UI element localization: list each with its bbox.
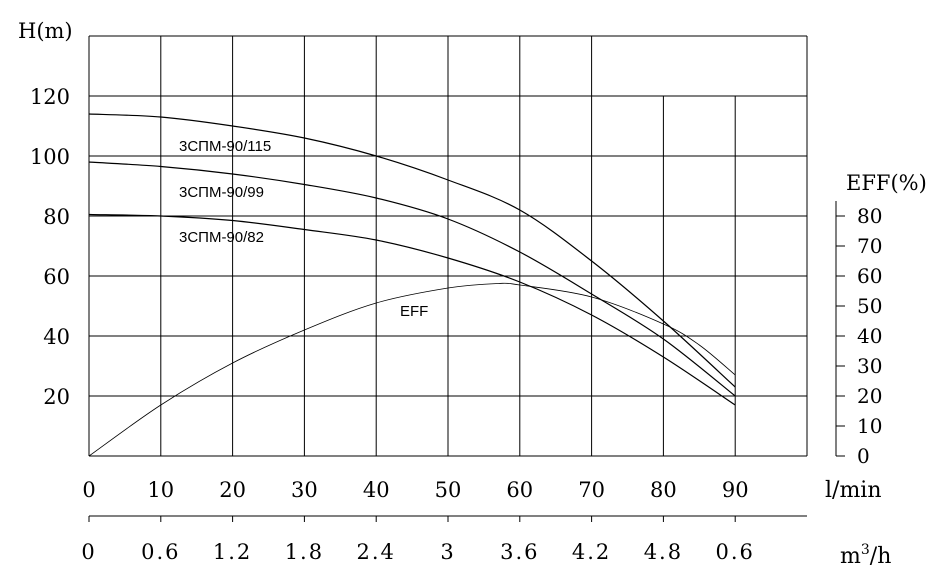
- x-primary-tick-label: 70: [578, 478, 605, 502]
- series-labels: 3СПМ-90/115 3СПМ-90/99 3СПМ-90/82 EFF: [179, 138, 428, 320]
- x-primary-tick-label: 0: [82, 478, 95, 502]
- eff-curve: [88, 282, 736, 457]
- head-curve-label: 3СПМ-90/115: [179, 138, 271, 155]
- y-right-tick-label: 30: [857, 354, 882, 378]
- y-left-tick-label: 60: [43, 265, 70, 289]
- x-primary-tick-label: 90: [722, 478, 749, 502]
- y-right-tick-label: 70: [857, 234, 882, 258]
- x-secondary-tick-label: 0: [81, 540, 96, 564]
- x-primary-ticks: 0 10 20 30 40 50 60 70 80 90: [82, 478, 748, 502]
- x-secondary-tick-label: 1.2: [213, 540, 252, 564]
- y-right-tick-label: 0: [857, 444, 870, 468]
- x-secondary-tick-label: 0.6: [715, 540, 754, 564]
- y-left-axis-label: H(m): [18, 19, 73, 43]
- x-secondary-unit-rest: /h: [870, 544, 892, 569]
- y-right-ticks: 0 10 20 30 40 50 60 70 80: [857, 204, 882, 468]
- x-secondary-tick-label: 3: [440, 540, 455, 564]
- x-secondary-unit-base: m: [840, 544, 861, 569]
- grid: [88, 35, 845, 522]
- head-curve-2: [88, 161, 736, 397]
- x-primary-tick-label: 80: [650, 478, 677, 502]
- y-left-tick-label: 120: [30, 85, 70, 109]
- head-curve-label: 3СПМ-90/99: [179, 184, 264, 201]
- y-right-axis-label: EFF(%): [846, 171, 927, 195]
- x-primary-tick-label: 30: [291, 478, 318, 502]
- y-right-tick-label: 50: [857, 294, 882, 318]
- x-primary-tick-label: 50: [435, 478, 462, 502]
- x-secondary-tick-label: 1.8: [285, 540, 324, 564]
- head-curve-1: [88, 113, 736, 388]
- x-secondary-tick-label: 4.8: [644, 540, 683, 564]
- x-primary-tick-label: 20: [219, 478, 246, 502]
- y-right-tick-label: 20: [857, 384, 882, 408]
- y-right-tick-label: 40: [857, 324, 882, 348]
- x-primary-axis-label: l/min: [825, 478, 882, 503]
- y-right-tick-label: 60: [857, 264, 882, 288]
- y-right-tick-label: 80: [857, 204, 882, 228]
- x-secondary-ticks: 0 0.6 1.2 1.8 2.4 3 3.6 4.2 4.8 0.6: [81, 540, 754, 564]
- y-left-tick-label: 80: [43, 205, 70, 229]
- eff-curve-label: EFF: [400, 303, 428, 320]
- curves: [88, 113, 736, 457]
- x-primary-tick-label: 60: [506, 478, 533, 502]
- y-left-ticks: 20 40 60 80 100 120: [30, 85, 70, 409]
- x-primary-tick-label: 10: [147, 478, 174, 502]
- x-secondary-axis-label: m3/h: [840, 542, 891, 569]
- x-primary-tick-label: 40: [363, 478, 390, 502]
- x-secondary-tick-label: 3.6: [500, 540, 539, 564]
- y-left-tick-label: 100: [30, 145, 70, 169]
- y-left-tick-label: 40: [43, 325, 70, 349]
- y-left-tick-label: 20: [43, 385, 70, 409]
- y-right-tick-label: 10: [857, 414, 882, 438]
- head-curve-label: 3СПМ-90/82: [179, 229, 264, 246]
- x-secondary-unit-sup: 3: [861, 542, 870, 558]
- x-secondary-tick-label: 4.2: [572, 540, 611, 564]
- x-secondary-tick-label: 2.4: [356, 540, 395, 564]
- x-secondary-tick-label: 0.6: [141, 540, 180, 564]
- head-curve-3: [88, 213, 736, 406]
